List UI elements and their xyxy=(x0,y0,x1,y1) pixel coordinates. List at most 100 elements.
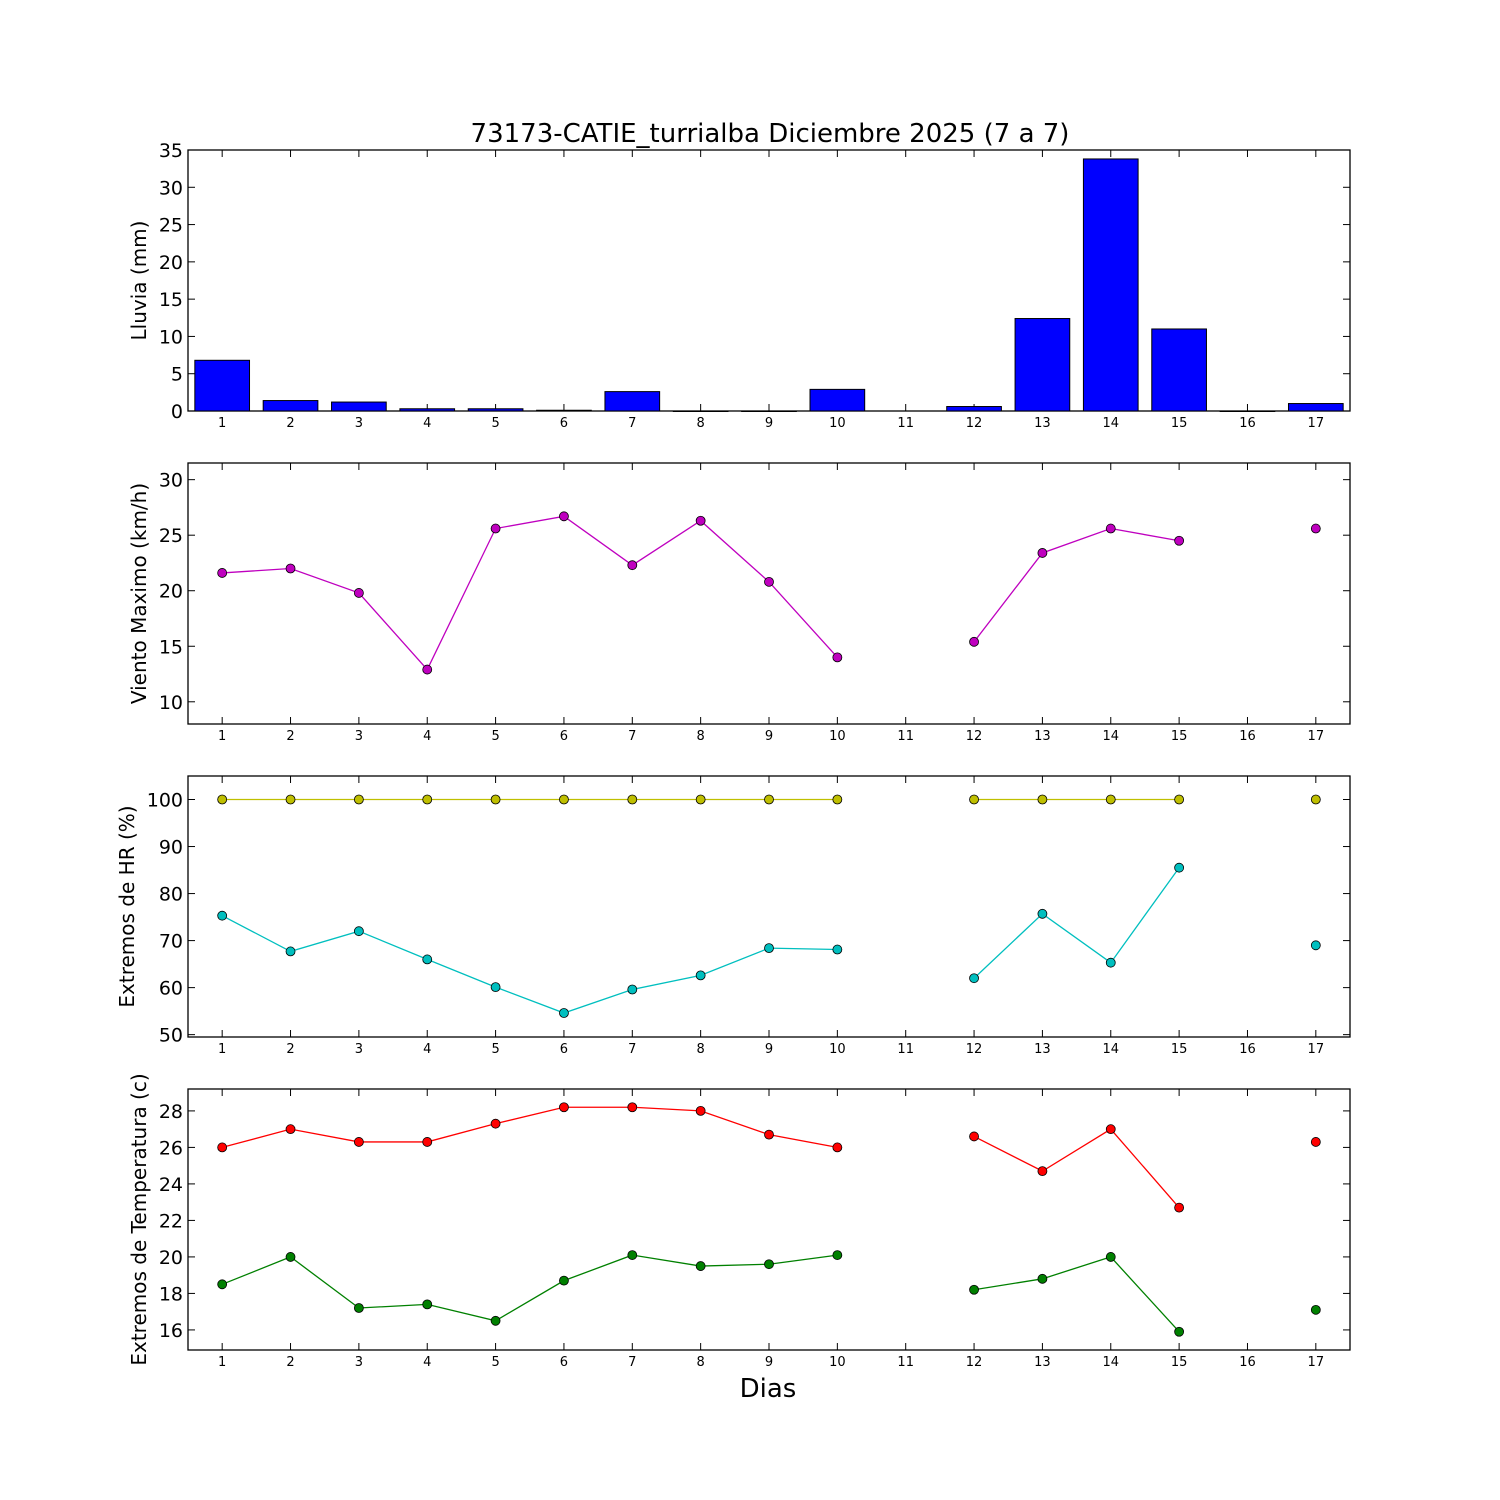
series-2-point-day-9 xyxy=(764,1259,774,1270)
x-tick-label: 14 xyxy=(1102,416,1119,431)
x-tick-label: 8 xyxy=(697,1042,705,1057)
x-tick-label: 11 xyxy=(897,416,914,431)
x-tick-label: 2 xyxy=(286,1042,294,1057)
y-tick-label: 30 xyxy=(159,177,183,199)
series-1-point-day-4 xyxy=(422,1137,433,1147)
series-1-point-day-5 xyxy=(490,794,501,805)
series-2-point-day-7 xyxy=(627,1250,638,1260)
x-tick-label: 10 xyxy=(829,1042,846,1057)
rain-bar-day-1 xyxy=(194,359,251,412)
series-2-line xyxy=(221,1254,838,1322)
series-1-line xyxy=(222,1106,838,1149)
y-tick-label: 20 xyxy=(159,1247,183,1269)
x-tick-label: 17 xyxy=(1308,729,1325,744)
y-tick-label: 25 xyxy=(159,215,183,237)
rain-bar-day-16 xyxy=(1219,410,1276,412)
series-2-point-day-3 xyxy=(353,926,364,937)
y-tick-label: 70 xyxy=(159,931,183,953)
rain-bar-day-7 xyxy=(604,391,661,412)
series-1-point-day-14 xyxy=(1105,794,1116,805)
x-tick-label: 1 xyxy=(218,1042,226,1057)
x-tick-label: 7 xyxy=(628,1042,636,1057)
series-2-point-day-3 xyxy=(353,1303,364,1313)
y-tick-label: 30 xyxy=(159,470,183,492)
x-tick-label: 4 xyxy=(423,1042,431,1057)
series-1-point-day-10 xyxy=(832,1142,843,1153)
series-1-point-day-3 xyxy=(353,588,364,598)
x-tick-label: 1 xyxy=(218,1355,226,1370)
y-tick-label: 10 xyxy=(159,692,183,714)
x-tick-label: 15 xyxy=(1171,729,1188,744)
series-2-point-day-2 xyxy=(285,1252,296,1262)
x-tick-label: 4 xyxy=(423,1355,431,1370)
y-tick-label: 15 xyxy=(159,289,183,311)
series-1-point-day-2 xyxy=(285,1124,296,1135)
x-tick-label: 3 xyxy=(355,729,363,744)
series-1-point-day-8 xyxy=(695,515,706,526)
x-tick-label: 13 xyxy=(1034,1042,1051,1057)
x-tick-label: 16 xyxy=(1239,729,1256,744)
rain-bar-day-9 xyxy=(741,410,797,412)
x-tick-label: 10 xyxy=(829,729,846,744)
x-tick-label: 13 xyxy=(1034,1355,1051,1370)
x-tick-label: 17 xyxy=(1308,416,1325,431)
y-tick-label: 15 xyxy=(159,636,183,658)
series-2-line xyxy=(973,867,1180,979)
series-1-point-day-8 xyxy=(695,1106,706,1116)
x-tick-label: 15 xyxy=(1171,416,1188,431)
rain-bar-day-10 xyxy=(809,388,866,412)
x-tick-label: 3 xyxy=(355,1355,363,1370)
y-tick-label: 35 xyxy=(159,140,183,162)
x-tick-label: 9 xyxy=(765,729,773,744)
x-tick-label: 7 xyxy=(628,1355,636,1370)
rain-bar-day-6 xyxy=(536,409,592,412)
rain-bar-day-17 xyxy=(1287,403,1344,412)
series-1-point-day-7 xyxy=(627,794,638,805)
y-tick-label: 22 xyxy=(159,1210,183,1232)
series-1-point-day-3 xyxy=(353,1137,364,1147)
x-tick-label: 5 xyxy=(491,416,499,431)
x-tick-label: 14 xyxy=(1102,1355,1119,1370)
series-1-point-day-9 xyxy=(764,576,774,587)
series-2-point-day-1 xyxy=(217,910,228,921)
series-1-point-day-12 xyxy=(969,794,979,805)
series-2-point-day-8 xyxy=(695,1261,706,1271)
y-axis-label: Extremos de Temperatura (c) xyxy=(127,1073,151,1365)
series-2-point-day-9 xyxy=(764,943,774,954)
rain-bar-day-8 xyxy=(672,410,729,412)
series-1-point-day-1 xyxy=(217,1142,228,1153)
series-2-point-day-13 xyxy=(1037,908,1048,919)
x-tick-label: 12 xyxy=(966,1042,983,1057)
x-tick-label: 9 xyxy=(765,416,773,431)
series-1-point-day-9 xyxy=(764,794,774,805)
rain-bar-day-5 xyxy=(467,408,524,412)
y-tick-label: 90 xyxy=(159,837,183,859)
x-tick-label: 3 xyxy=(355,1042,363,1057)
series-2-point-day-2 xyxy=(285,946,296,957)
y-tick-label: 20 xyxy=(159,581,183,603)
y-tick-label: 26 xyxy=(159,1137,183,1159)
x-tick-label: 16 xyxy=(1239,1355,1256,1370)
x-tick-label: 14 xyxy=(1102,1042,1119,1057)
x-tick-label: 17 xyxy=(1308,1355,1325,1370)
series-1-point-day-12 xyxy=(969,636,979,647)
series-1-point-day-17 xyxy=(1310,523,1321,534)
series-1-point-day-6 xyxy=(559,1102,569,1113)
series-2-point-day-12 xyxy=(969,973,979,984)
series-1-point-day-1 xyxy=(217,568,228,578)
series-2-point-day-17 xyxy=(1310,940,1321,951)
series-2-point-day-14 xyxy=(1105,957,1116,968)
x-tick-label: 5 xyxy=(491,1042,499,1057)
x-tick-label: 11 xyxy=(897,1042,914,1057)
y-tick-label: 28 xyxy=(159,1101,183,1123)
x-tick-label: 13 xyxy=(1034,416,1051,431)
x-tick-label: 12 xyxy=(966,1355,983,1370)
chart-title: 73173-CATIE_turrialba Diciembre 2025 (7 … xyxy=(471,119,1070,149)
series-1-point-day-7 xyxy=(627,560,638,571)
rain-bar-day-15 xyxy=(1151,328,1207,412)
